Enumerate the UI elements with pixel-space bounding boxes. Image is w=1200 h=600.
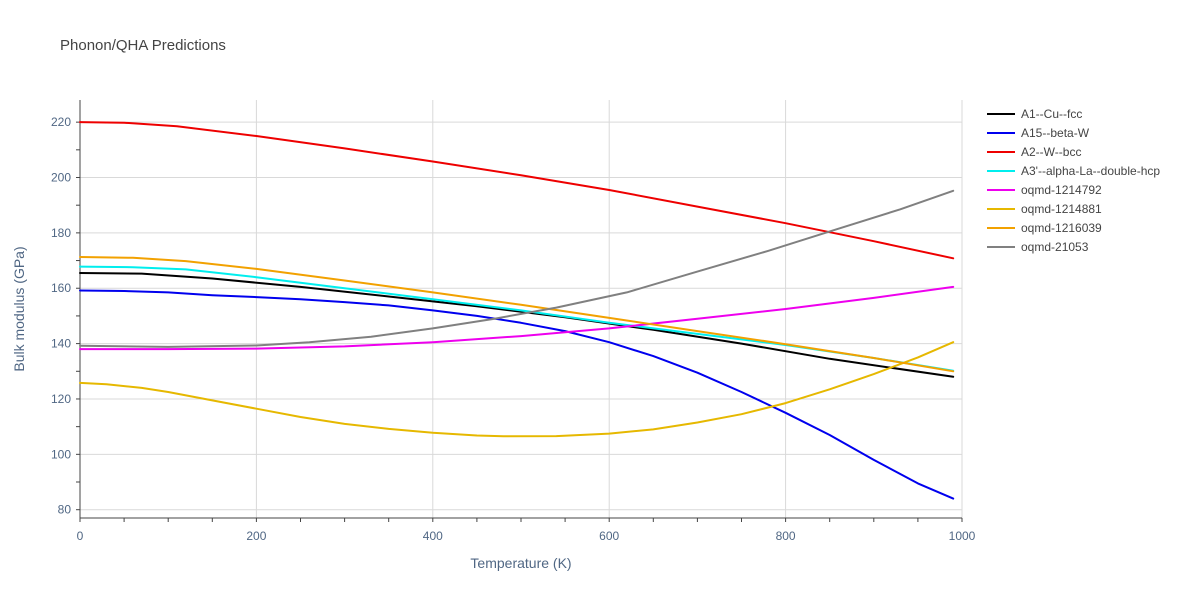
- x-tick-label: 200: [246, 529, 266, 543]
- legend-label: oqmd-21053: [1021, 240, 1089, 254]
- legend-item[interactable]: oqmd-1214792: [987, 183, 1102, 197]
- legend[interactable]: A1--Cu--fcc A15--beta-W A2--W--bcc A3'--alp…: [987, 107, 1160, 254]
- legend-label: oqmd-1214881: [1021, 202, 1102, 216]
- y-tick-label: 80: [58, 503, 72, 517]
- series-line-3[interactable]: [79, 265, 955, 372]
- y-tick-label: 100: [51, 447, 71, 461]
- legend-label: A15--beta-W: [1021, 126, 1090, 140]
- legend-item[interactable]: A3'--alpha-La--double-hcp: [987, 164, 1160, 178]
- x-tick-label: 1000: [949, 529, 976, 543]
- y-tick-label: 180: [51, 226, 71, 240]
- series-line-2[interactable]: [79, 121, 955, 260]
- y-tick-label: 120: [51, 392, 71, 406]
- legend-item[interactable]: A1--Cu--fcc: [987, 107, 1082, 121]
- legend-label: A3'--alpha-La--double-hcp: [1021, 164, 1160, 178]
- series-line-0[interactable]: [79, 272, 955, 378]
- y-tick-label: 140: [51, 337, 71, 351]
- legend-label: oqmd-1214792: [1021, 183, 1102, 197]
- legend-label: oqmd-1216039: [1021, 221, 1102, 235]
- gridlines: [79, 100, 963, 518]
- legend-item[interactable]: oqmd-1214881: [987, 202, 1102, 216]
- series-line-6[interactable]: [79, 256, 955, 373]
- tick-labels: 80 100 120 140 160 180 200 220 0 200 400 600 800 1000: [51, 115, 976, 543]
- chart-title: Phonon/QHA Predictions: [60, 37, 226, 54]
- series-line-7[interactable]: [79, 189, 955, 348]
- legend-item[interactable]: oqmd-1216039: [987, 221, 1102, 235]
- plot-area[interactable]: [79, 121, 955, 500]
- legend-item[interactable]: A2--W--bcc: [987, 145, 1081, 159]
- legend-item[interactable]: A15--beta-W: [987, 126, 1090, 140]
- legend-label: A2--W--bcc: [1021, 145, 1081, 159]
- y-tick-label: 160: [51, 281, 71, 295]
- x-tick-label: 0: [77, 529, 84, 543]
- legend-label: A1--Cu--fcc: [1021, 107, 1082, 121]
- y-tick-label: 220: [51, 115, 71, 129]
- legend-item[interactable]: oqmd-21053: [987, 240, 1089, 254]
- series-line-5[interactable]: [79, 341, 955, 438]
- x-axis-title: Temperature (K): [470, 555, 571, 571]
- y-axis-title: Bulk modulus (GPa): [11, 246, 27, 371]
- x-tick-label: 600: [599, 529, 619, 543]
- series-line-4[interactable]: [79, 285, 955, 351]
- x-tick-label: 400: [423, 529, 443, 543]
- axes: [76, 100, 963, 522]
- series-line-1[interactable]: [79, 289, 955, 500]
- x-tick-label: 800: [776, 529, 796, 543]
- y-tick-label: 200: [51, 171, 71, 185]
